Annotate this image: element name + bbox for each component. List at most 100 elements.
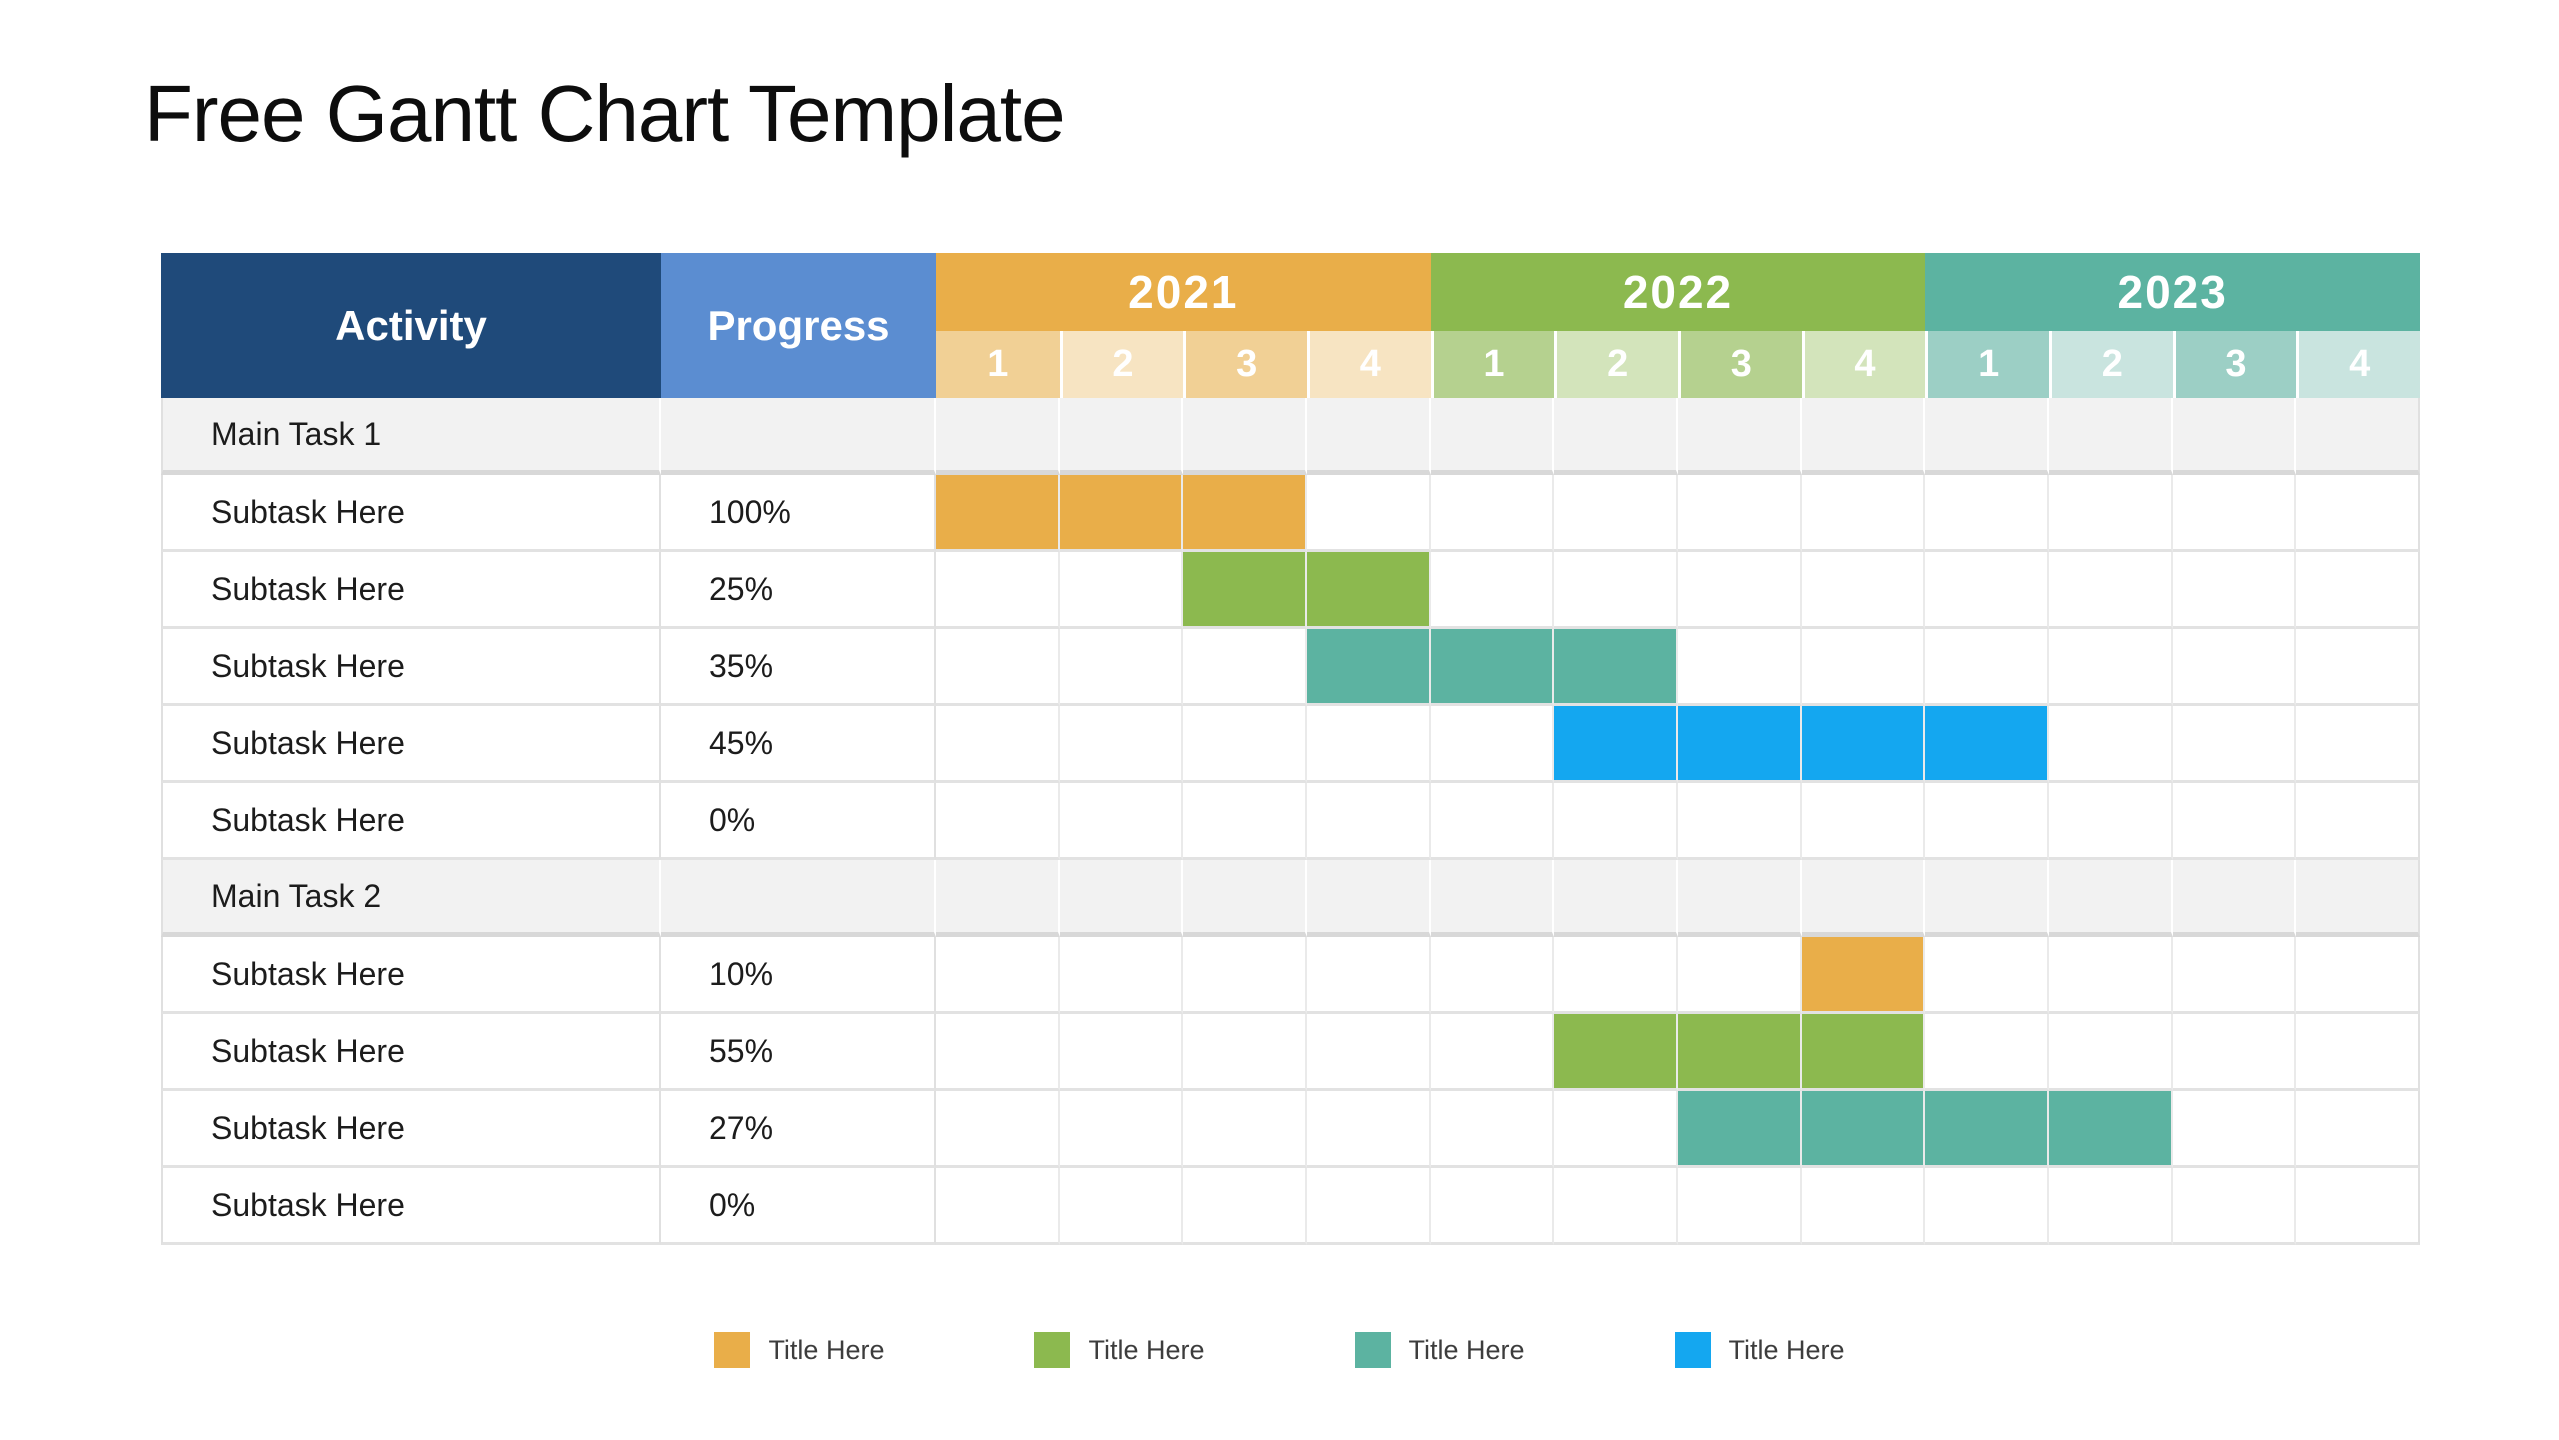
subtask-cell: Subtask Here	[161, 629, 661, 706]
timeline-cell	[2048, 860, 2173, 937]
progress-value-cell: 0%	[661, 783, 936, 860]
timeline-cell	[1430, 1168, 1555, 1245]
legend-item: Title Here	[1034, 1332, 1205, 1368]
timeline-cell	[2048, 398, 2173, 475]
gantt-bar-cell	[1801, 937, 1926, 1014]
timeline-cell	[2048, 1014, 2173, 1091]
subtask-cell: Subtask Here	[161, 1014, 661, 1091]
timeline-cell	[1183, 1014, 1307, 1091]
subtask-cell: Subtask Here	[161, 552, 661, 629]
year-header-2021: 2021	[936, 253, 1431, 331]
legend-item: Title Here	[714, 1332, 884, 1368]
timeline-cell	[1183, 1091, 1307, 1168]
activity-column-header: Activity	[161, 253, 661, 398]
timeline-cell	[1059, 629, 1184, 706]
subtask-cell: Subtask Here	[161, 783, 661, 860]
timeline-cell	[1554, 398, 1678, 475]
timeline-cell	[1554, 475, 1678, 552]
legend-item: Title Here	[1674, 1332, 1845, 1368]
timeline-cell	[1925, 475, 2049, 552]
legend-swatch-green	[1034, 1332, 1071, 1368]
gantt-bar-cell	[1183, 475, 1307, 552]
timeline-cell	[1183, 1168, 1307, 1245]
timeline-cell	[1801, 475, 1926, 552]
timeline-cell	[936, 783, 1060, 860]
timeline-cell	[2172, 1014, 2297, 1091]
timeline-cell	[1306, 706, 1431, 783]
legend-label: Title Here	[768, 1334, 885, 1365]
progress-value-cell: 27%	[661, 1091, 936, 1168]
main-task-cell: Main Task 1	[161, 398, 661, 475]
gantt-bar-cell	[1925, 1091, 2049, 1168]
timeline-cell	[1306, 398, 1431, 475]
timeline-cell	[2296, 1014, 2420, 1091]
progress-column-header: Progress	[661, 253, 936, 398]
legend-swatch-teal	[1354, 1332, 1391, 1368]
timeline-cell	[936, 1014, 1060, 1091]
timeline-cell	[2296, 937, 2420, 1014]
page-title: Free Gantt Chart Template	[144, 69, 1066, 158]
progress-value-cell: 100%	[661, 475, 936, 552]
timeline-cell	[1554, 783, 1678, 860]
timeline-cell	[1059, 1014, 1184, 1091]
legend-label: Title Here	[1728, 1334, 1845, 1365]
timeline-cell	[1925, 552, 2049, 629]
subtask-cell: Subtask Here	[161, 937, 661, 1014]
timeline-cell	[1430, 937, 1555, 1014]
timeline-cell	[936, 1168, 1060, 1245]
timeline-cell	[1677, 860, 1802, 937]
timeline-cell	[1677, 629, 1802, 706]
quarter-header: 1	[936, 331, 1060, 398]
gantt-bar-cell	[2048, 1091, 2173, 1168]
timeline-cell	[2172, 860, 2297, 937]
gantt-bar-cell	[936, 475, 1060, 552]
timeline-cell	[2048, 706, 2173, 783]
timeline-cell	[1430, 475, 1555, 552]
legend-item: Title Here	[1354, 1332, 1525, 1368]
timeline-cell	[1430, 1014, 1555, 1091]
timeline-cell	[1059, 1168, 1184, 1245]
subtask-cell: Subtask Here	[161, 1091, 661, 1168]
progress-value-cell	[661, 860, 936, 937]
timeline-cell	[2296, 629, 2420, 706]
timeline-cell	[2172, 937, 2297, 1014]
progress-value-cell: 55%	[661, 1014, 936, 1091]
timeline-cell	[1059, 783, 1184, 860]
gantt-bar-cell	[1183, 552, 1307, 629]
timeline-cell	[2296, 475, 2420, 552]
progress-value-cell: 45%	[661, 706, 936, 783]
timeline-cell	[2296, 398, 2420, 475]
timeline-cell	[2296, 783, 2420, 860]
quarter-header: 2	[1554, 331, 1678, 398]
legend-swatch-bar_blue	[1674, 1332, 1711, 1368]
gantt-bar-cell	[1801, 1091, 1926, 1168]
timeline-cell	[2296, 860, 2420, 937]
quarter-header: 3	[1183, 331, 1307, 398]
quarter-header: 1	[1925, 331, 2049, 398]
timeline-cell	[1183, 937, 1307, 1014]
timeline-cell	[1677, 937, 1802, 1014]
timeline-cell	[1677, 552, 1802, 629]
gantt-bar-cell	[1430, 629, 1555, 706]
timeline-cell	[1801, 629, 1926, 706]
timeline-cell	[2172, 783, 2297, 860]
subtask-cell: Subtask Here	[161, 475, 661, 552]
timeline-cell	[2048, 937, 2173, 1014]
timeline-cell	[1554, 552, 1678, 629]
timeline-cell	[2172, 629, 2297, 706]
timeline-cell	[936, 1091, 1060, 1168]
timeline-cell	[1801, 783, 1926, 860]
gantt-bar-cell	[1677, 706, 1802, 783]
timeline-cell	[1059, 398, 1184, 475]
timeline-cell	[1925, 1014, 2049, 1091]
timeline-cell	[1306, 1091, 1431, 1168]
legend-label: Title Here	[1408, 1334, 1525, 1365]
timeline-cell	[1183, 860, 1307, 937]
timeline-cell	[1183, 398, 1307, 475]
timeline-cell	[1925, 860, 2049, 937]
progress-value-cell: 35%	[661, 629, 936, 706]
timeline-cell	[1306, 783, 1431, 860]
timeline-cell	[2296, 1091, 2420, 1168]
legend: Title Here Title Here Title Here Title Here	[0, 1332, 2559, 1368]
timeline-cell	[1925, 398, 2049, 475]
